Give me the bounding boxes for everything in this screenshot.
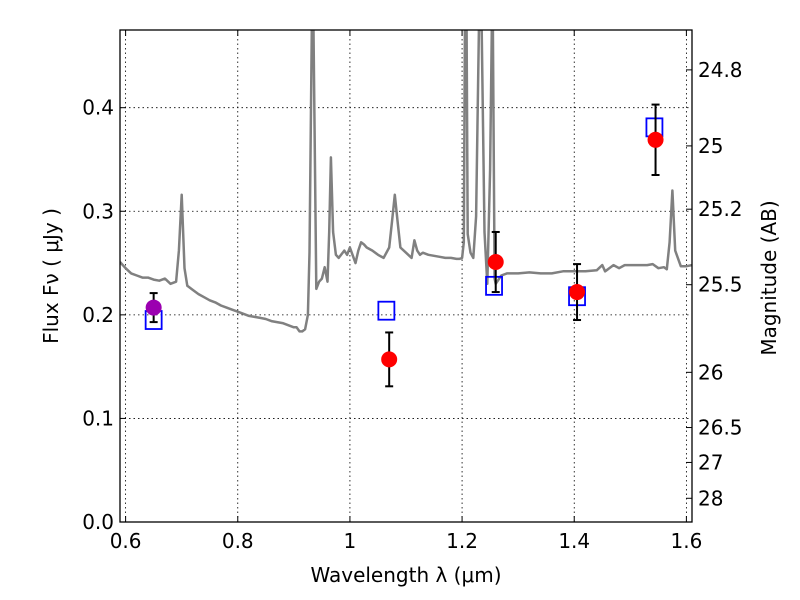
- y-tick-label: 0.1: [82, 406, 114, 430]
- y-tick-label: 0.3: [82, 199, 114, 223]
- x-tick-label: 0.8: [222, 529, 254, 553]
- x-tick-label: 0.6: [110, 529, 142, 553]
- observed-point: [569, 284, 586, 301]
- y-tick-label: 0.0: [82, 510, 114, 534]
- observed-point: [487, 254, 504, 271]
- y-tick-label: 0.4: [82, 96, 114, 120]
- right-tick-label: 25: [698, 134, 723, 158]
- x-axis-label: Wavelength λ (μm): [310, 563, 501, 587]
- right-tick-label: 26: [698, 360, 723, 384]
- x-tick-label: 1.6: [670, 529, 702, 553]
- observed-point: [145, 299, 162, 316]
- right-tick-label: 24.8: [698, 58, 743, 82]
- y-axis-label: Flux Fν ( μJy ): [39, 208, 63, 344]
- plot-frame: [119, 29, 693, 523]
- right-tick-label: 25.5: [698, 273, 743, 297]
- right-tick-label: 27: [698, 450, 723, 474]
- right-axis-label: Magnitude (AB): [757, 200, 781, 355]
- model-square: [485, 275, 503, 296]
- right-tick-label: 26.5: [698, 416, 743, 440]
- x-tick-label: 1.2: [446, 529, 478, 553]
- ticks: 0.6 0.8 1 1.2 1.4 1.6 0.0 0.1 0.2 0.3 0.4 24.8 25 25.…: [82, 30, 743, 553]
- y-tick-label: 0.2: [82, 303, 114, 327]
- plot-background: [120, 30, 692, 522]
- model-square: [377, 300, 396, 321]
- x-tick-label: 1.4: [558, 529, 590, 553]
- spectrum-line: [120, 30, 692, 333]
- right-tick-label: 28: [698, 486, 723, 510]
- observed-markers: [145, 103, 664, 388]
- right-tick-label: 25.2: [698, 197, 743, 221]
- observed-point: [647, 131, 664, 148]
- spectrum-layer: [120, 30, 692, 333]
- observed-point: [381, 351, 398, 368]
- x-tick-label: 1: [344, 529, 357, 553]
